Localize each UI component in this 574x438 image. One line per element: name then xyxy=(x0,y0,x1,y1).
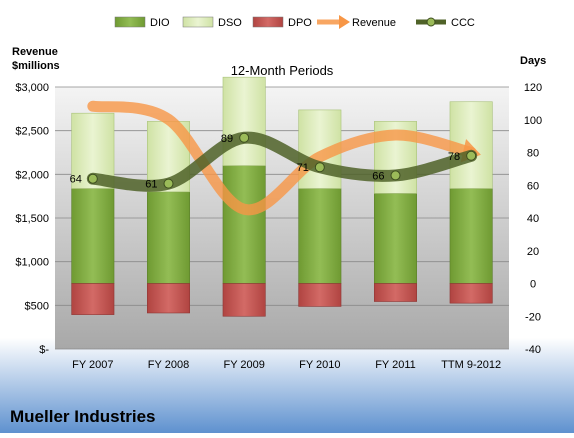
right-axis-tick-label: 120 xyxy=(524,82,542,94)
x-axis-tick-label: FY 2011 xyxy=(375,359,416,371)
legend-label: Revenue xyxy=(352,17,396,29)
right-axis-tick-label: 20 xyxy=(527,246,539,258)
left-axis-tick-label: $1,500 xyxy=(15,213,49,225)
dso-bar xyxy=(222,76,266,166)
legend-dso-swatch xyxy=(182,16,214,28)
ccc-data-label: 64 xyxy=(70,174,82,186)
left-axis-tick-label: $2,000 xyxy=(15,169,49,181)
left-axis-tick-label: $2,500 xyxy=(15,126,49,138)
dpo-bar xyxy=(374,283,417,302)
left-axis-tick-label: $- xyxy=(39,344,49,356)
legend-ccc-marker xyxy=(426,17,436,27)
dpo-bar xyxy=(222,283,266,317)
legend-dpo-swatch xyxy=(252,16,284,28)
left-axis-tick-label: $500 xyxy=(25,300,49,312)
ccc-data-label: 71 xyxy=(297,162,309,174)
legend-label: CCC xyxy=(451,17,475,29)
ccc-data-label: 78 xyxy=(448,151,460,163)
right-axis-tick-label: 80 xyxy=(527,148,539,160)
x-axis-tick-label: FY 2008 xyxy=(148,359,189,371)
left-axis-label-line2: $millions xyxy=(12,60,60,72)
ccc-marker xyxy=(466,150,477,161)
left-axis-tick-label: $1,000 xyxy=(15,257,49,269)
x-axis-tick-label: FY 2007 xyxy=(72,359,113,371)
legend-label: DPO xyxy=(288,17,312,29)
dpo-bar xyxy=(449,283,493,304)
right-axis-tick-label: -20 xyxy=(525,311,541,323)
dio-bar xyxy=(147,191,190,284)
revenue-line xyxy=(87,100,477,216)
ccc-marker xyxy=(314,162,325,173)
x-axis-tick-label: FY 2009 xyxy=(223,359,264,371)
dpo-bar xyxy=(147,283,190,314)
ccc-marker xyxy=(239,132,250,143)
right-axis-tick-label: -40 xyxy=(525,344,541,356)
legend-label: DIO xyxy=(150,17,170,29)
dpo-bar xyxy=(298,283,342,307)
dio-bar xyxy=(298,188,342,284)
ccc-marker xyxy=(87,173,98,184)
ccc-data-label: 61 xyxy=(145,179,157,191)
dio-bar xyxy=(449,188,493,284)
dpo-bar xyxy=(71,283,115,315)
ccc-data-label: 66 xyxy=(372,170,384,182)
legend-dio-swatch xyxy=(114,16,146,28)
right-axis-tick-label: 60 xyxy=(527,180,539,192)
left-axis-label-line1: Revenue xyxy=(12,46,58,58)
dio-bar xyxy=(222,165,266,284)
dio-bar xyxy=(71,188,115,284)
chart-title: 12-Month Periods xyxy=(231,63,334,78)
left-axis-tick-label: $3,000 xyxy=(15,82,49,94)
ccc-data-label: 89 xyxy=(221,133,233,145)
x-axis-tick-label: TTM 9-2012 xyxy=(441,359,501,371)
right-axis-tick-label: 100 xyxy=(524,115,542,127)
x-axis-tick-label: FY 2010 xyxy=(299,359,340,371)
company-name: Mueller Industries xyxy=(10,407,155,426)
ccc-marker xyxy=(163,178,174,189)
right-axis-label: Days xyxy=(520,55,546,67)
ccc-marker xyxy=(390,170,401,181)
legend-revenue-arrow xyxy=(339,15,350,29)
right-axis-tick-label: 40 xyxy=(527,213,539,225)
dio-bar xyxy=(374,193,417,284)
right-axis-tick-label: 0 xyxy=(530,279,536,291)
legend-label: DSO xyxy=(218,17,242,29)
